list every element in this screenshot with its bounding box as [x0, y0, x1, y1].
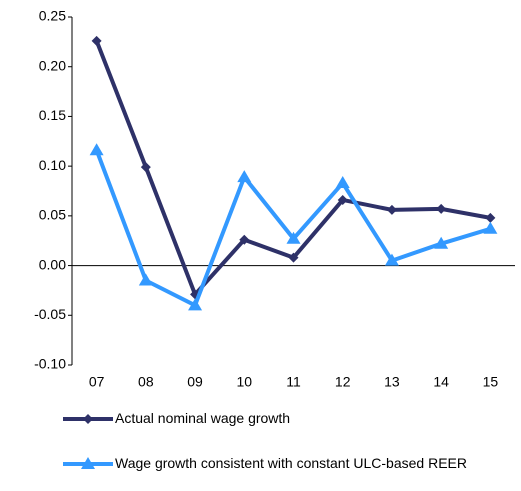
legend-label: Wage growth consistent with constant ULC… [115, 455, 467, 471]
y-tick-label: 0.15 [39, 107, 66, 123]
y-tick-label: 0.25 [39, 8, 66, 24]
x-tick-label: 12 [335, 374, 351, 390]
data-point [335, 176, 350, 189]
data-point [89, 143, 104, 156]
series-line [94, 149, 491, 308]
y-tick-label: 0.10 [39, 157, 66, 173]
y-tick-label: -0.05 [34, 306, 66, 322]
y-tick-label: -0.10 [34, 356, 66, 372]
y-tick-label: 0.00 [39, 256, 66, 272]
legend-label: Actual nominal wage growth [115, 410, 291, 426]
data-point [436, 203, 447, 214]
data-point [188, 298, 203, 311]
data-point [384, 253, 399, 266]
y-tick-label: 0.20 [39, 57, 66, 73]
data-point [288, 252, 299, 263]
legend-marker [81, 457, 95, 469]
data-point [237, 170, 252, 183]
x-tick-label: 14 [433, 374, 449, 390]
y-tick-label: 0.05 [39, 207, 66, 223]
x-tick-label: 08 [138, 374, 154, 390]
data-point [483, 221, 498, 234]
x-tick-label: 09 [187, 374, 203, 390]
legend-marker [83, 414, 93, 424]
x-tick-label: 11 [286, 374, 301, 390]
data-point [386, 204, 397, 215]
x-tick-label: 07 [89, 374, 105, 390]
x-tick-label: 15 [483, 374, 499, 390]
x-tick-label: 13 [384, 374, 400, 390]
data-point [337, 194, 348, 205]
data-point [485, 212, 496, 223]
x-tick-label: 10 [236, 374, 252, 390]
data-point [140, 162, 151, 173]
data-point [138, 273, 153, 286]
data-point [91, 35, 102, 46]
data-point [239, 234, 250, 245]
data-point [434, 236, 449, 249]
data-point [286, 231, 301, 244]
